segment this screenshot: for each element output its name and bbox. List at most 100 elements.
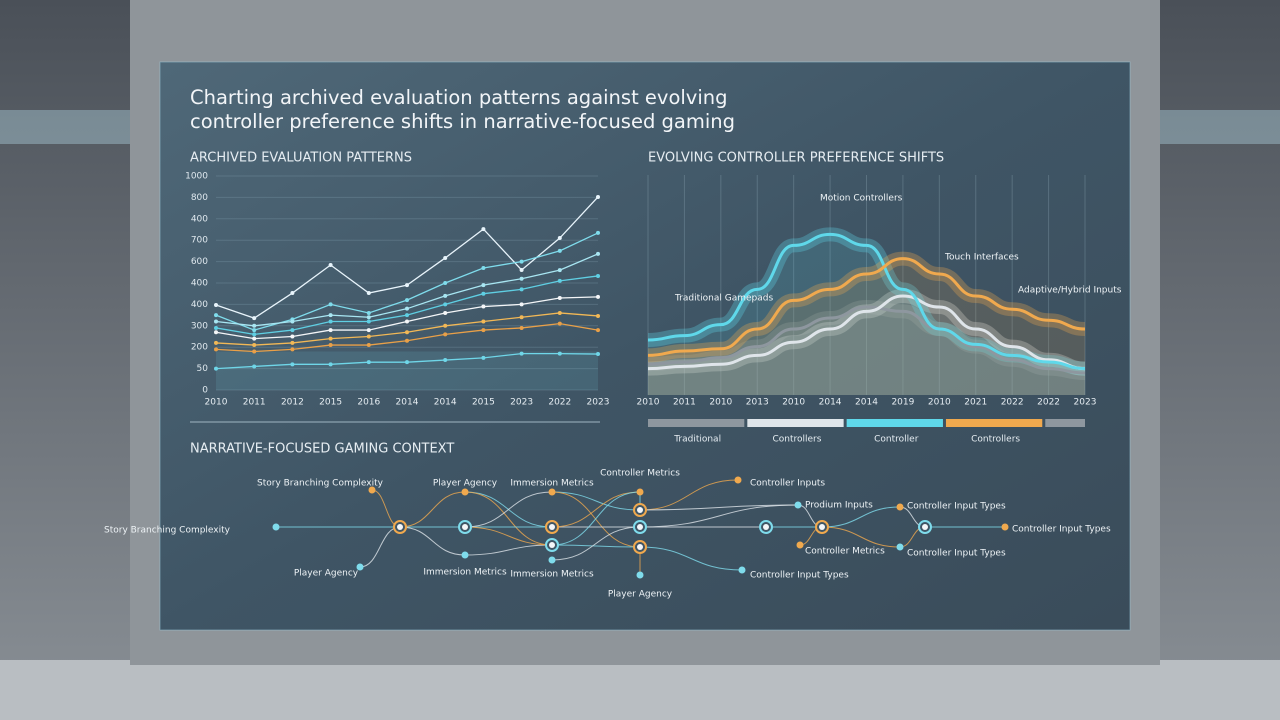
annotation: Traditional Gamepads: [674, 294, 773, 304]
data-point: [405, 330, 409, 335]
data-point: [519, 259, 524, 264]
diagram-node: [896, 503, 904, 511]
data-point: [481, 227, 486, 232]
annotation: Motion Controllers: [820, 194, 903, 204]
data-point: [519, 325, 524, 330]
node-label: Controller Input Types: [907, 502, 1006, 512]
data-point: [519, 276, 524, 281]
node-label: Controller Input Types: [907, 549, 1006, 559]
data-point: [405, 283, 409, 288]
data-point: [290, 328, 295, 333]
x-tick-label: 2010: [205, 398, 228, 408]
wall-light: [1160, 110, 1280, 144]
data-point: [405, 306, 409, 311]
data-point: [443, 323, 448, 328]
data-point: [214, 303, 218, 308]
data-point: [328, 319, 333, 324]
data-point: [519, 267, 524, 272]
data-point: [328, 313, 333, 318]
data-point: [443, 310, 448, 315]
x-tick-label: 2021: [964, 398, 987, 408]
chart-title: ARCHIVED EVALUATION PATTERNS: [190, 151, 412, 166]
data-point: [290, 347, 295, 352]
x-tick-label: 2014: [434, 398, 457, 408]
data-point: [557, 236, 562, 241]
diagram-hub-core: [763, 524, 769, 530]
node-label: Story Branching Complexity: [257, 479, 384, 489]
y-tick-label: 1000: [185, 172, 208, 182]
x-tick-label: 2022: [548, 398, 571, 408]
annotation: Touch Interfaces: [944, 253, 1019, 263]
diagram-node: [796, 541, 804, 549]
data-point: [443, 332, 448, 337]
diagram-node: [896, 543, 904, 551]
data-point: [481, 266, 486, 271]
y-tick-label: 700: [191, 236, 208, 246]
data-point: [481, 328, 486, 333]
y-tick-label: 0: [202, 386, 208, 396]
data-point: [214, 347, 218, 352]
data-point: [405, 360, 409, 365]
diagram-hub-core: [549, 524, 555, 530]
page-title: Charting archived evaluation patterns ag…: [190, 86, 736, 133]
x-tick-label: 2023: [1074, 398, 1097, 408]
data-point: [519, 315, 524, 320]
diagram-hub-core: [819, 524, 825, 530]
x-tick-label: 2022: [1001, 398, 1024, 408]
data-point: [596, 230, 600, 235]
diagram-node: [356, 563, 364, 571]
diagram-edge: [464, 526, 553, 546]
diagram-node: [461, 551, 469, 559]
diagram-edge: [551, 491, 641, 546]
x-tick-label: 2010: [782, 398, 805, 408]
data-point: [290, 340, 295, 345]
y-tick-label: 400: [191, 300, 208, 310]
data-point: [596, 251, 600, 256]
node-label: Player Agency: [608, 590, 673, 600]
diagram-edge: [399, 491, 466, 528]
diagram-node: [1001, 523, 1009, 531]
node-label: Immersion Metrics: [510, 570, 594, 580]
diagram-edge: [551, 544, 641, 548]
legend-swatch: [747, 419, 844, 427]
y-tick-label: 400: [191, 214, 208, 224]
diagram-edge: [399, 526, 466, 556]
legend-swatch: [945, 419, 1043, 427]
diagram-edge: [639, 479, 739, 511]
x-tick-label: 2014: [855, 398, 878, 408]
data-point: [252, 349, 257, 354]
data-point: [481, 319, 486, 324]
diagram-hub-core: [549, 542, 555, 548]
data-point: [557, 351, 562, 356]
node-label: Player Agency: [433, 479, 498, 489]
data-point: [557, 248, 562, 253]
series-line: [647, 294, 1086, 371]
series-area: [648, 258, 1085, 395]
y-tick-label: 600: [191, 257, 208, 267]
diagram-node: [738, 566, 746, 574]
data-point: [481, 291, 486, 296]
data-point: [214, 340, 218, 345]
data-point: [366, 343, 371, 348]
wall-light: [0, 110, 130, 144]
data-point: [366, 360, 371, 365]
x-tick-label: 2016: [357, 398, 380, 408]
data-point: [443, 281, 448, 285]
x-tick-label: 2011: [673, 398, 696, 408]
data-point: [252, 328, 257, 333]
data-point: [557, 278, 562, 283]
diagram-edge: [821, 506, 901, 528]
diagram-hub-core: [462, 524, 468, 530]
data-point: [214, 325, 218, 330]
data-point: [328, 362, 333, 367]
x-tick-label: 2014: [396, 398, 419, 408]
data-point: [290, 291, 295, 296]
data-point: [252, 316, 257, 321]
diagram-edge: [464, 491, 553, 546]
data-point: [596, 313, 600, 318]
x-tick-label: 2010: [709, 398, 732, 408]
node-label: Controller Inputs: [750, 479, 825, 489]
data-point: [596, 352, 600, 357]
